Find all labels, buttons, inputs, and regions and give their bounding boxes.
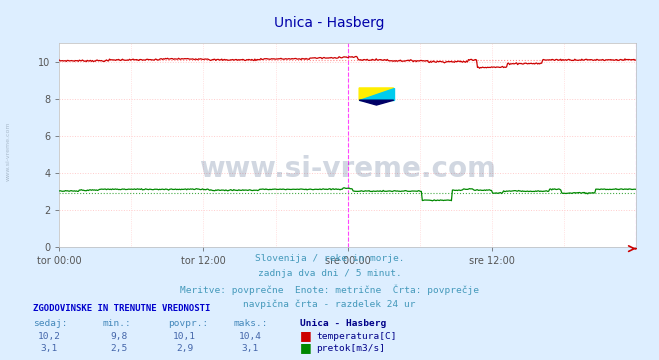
Text: 10,1: 10,1 xyxy=(173,332,196,341)
Text: www.si-vreme.com: www.si-vreme.com xyxy=(5,121,11,181)
Text: navpična črta - razdelek 24 ur: navpična črta - razdelek 24 ur xyxy=(243,299,416,309)
Text: Meritve: povprečne  Enote: metrične  Črta: povprečje: Meritve: povprečne Enote: metrične Črta:… xyxy=(180,284,479,294)
Text: povpr.:: povpr.: xyxy=(168,319,208,328)
Text: 9,8: 9,8 xyxy=(110,332,127,341)
Text: zadnja dva dni / 5 minut.: zadnja dva dni / 5 minut. xyxy=(258,269,401,278)
Text: min.:: min.: xyxy=(102,319,131,328)
Polygon shape xyxy=(359,88,394,100)
Text: ZGODOVINSKE IN TRENUTNE VREDNOSTI: ZGODOVINSKE IN TRENUTNE VREDNOSTI xyxy=(33,305,210,314)
Text: ■: ■ xyxy=(300,341,312,354)
Text: ■: ■ xyxy=(300,329,312,342)
Text: 10,4: 10,4 xyxy=(239,332,262,341)
Polygon shape xyxy=(359,100,394,105)
Text: 10,2: 10,2 xyxy=(38,332,61,341)
Text: 2,5: 2,5 xyxy=(110,344,127,353)
Text: Slovenija / reke in morje.: Slovenija / reke in morje. xyxy=(255,254,404,263)
Text: maks.:: maks.: xyxy=(234,319,268,328)
Text: Unica - Hasberg: Unica - Hasberg xyxy=(274,16,385,30)
Polygon shape xyxy=(359,88,394,100)
Text: Unica - Hasberg: Unica - Hasberg xyxy=(300,319,386,328)
Text: www.si-vreme.com: www.si-vreme.com xyxy=(199,155,496,183)
Text: temperatura[C]: temperatura[C] xyxy=(316,332,397,341)
Text: 3,1: 3,1 xyxy=(242,344,259,353)
Text: 2,9: 2,9 xyxy=(176,344,193,353)
Text: pretok[m3/s]: pretok[m3/s] xyxy=(316,344,386,353)
Text: sedaj:: sedaj: xyxy=(33,319,67,328)
Text: 3,1: 3,1 xyxy=(41,344,58,353)
